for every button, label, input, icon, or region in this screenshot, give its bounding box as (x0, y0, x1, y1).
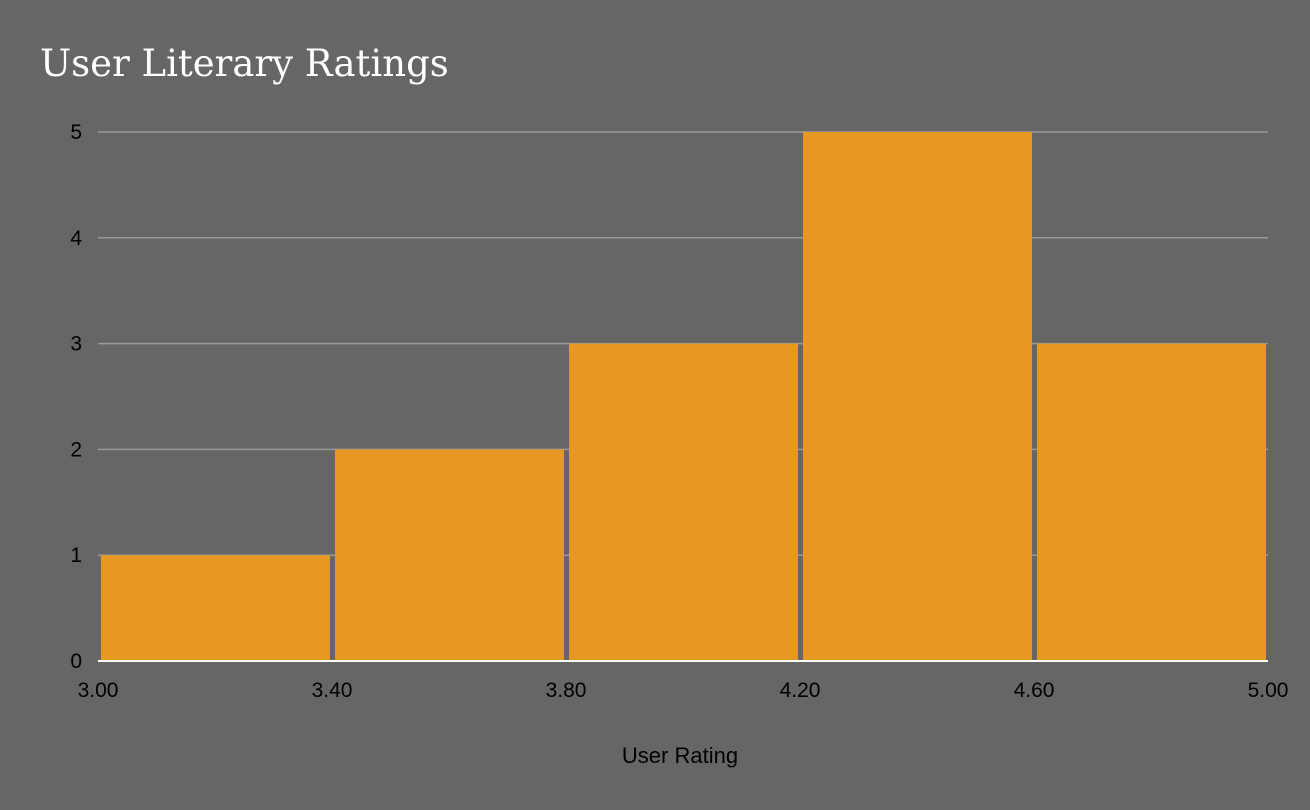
x-axis-title: User Rating (622, 743, 738, 768)
x-tick-label: 3.40 (312, 679, 353, 702)
histogram-bar (569, 343, 798, 661)
y-tick-label: 4 (70, 227, 82, 250)
x-tick-label: 3.00 (78, 679, 119, 702)
y-tick-label: 3 (70, 333, 82, 356)
bars (101, 132, 1266, 661)
x-tick-label: 5.00 (1248, 679, 1289, 702)
chart-title: User Literary Ratings (40, 42, 449, 85)
histogram-bar (803, 132, 1032, 661)
x-tick-label: 3.80 (546, 679, 587, 702)
histogram-bar (1037, 343, 1266, 661)
y-tick-label: 1 (70, 544, 82, 567)
y-tick-label: 5 (70, 121, 82, 144)
y-tick-label: 2 (70, 438, 82, 461)
histogram-bar (101, 555, 330, 661)
y-tick-label: 0 (70, 650, 82, 673)
histogram-bar (335, 449, 564, 661)
x-tick-label: 4.60 (1014, 679, 1055, 702)
x-tick-label: 4.20 (780, 679, 821, 702)
axes: 0 1 2 3 4 5 3.00 3.40 3.80 4.20 4.60 5.00 (70, 121, 1288, 702)
